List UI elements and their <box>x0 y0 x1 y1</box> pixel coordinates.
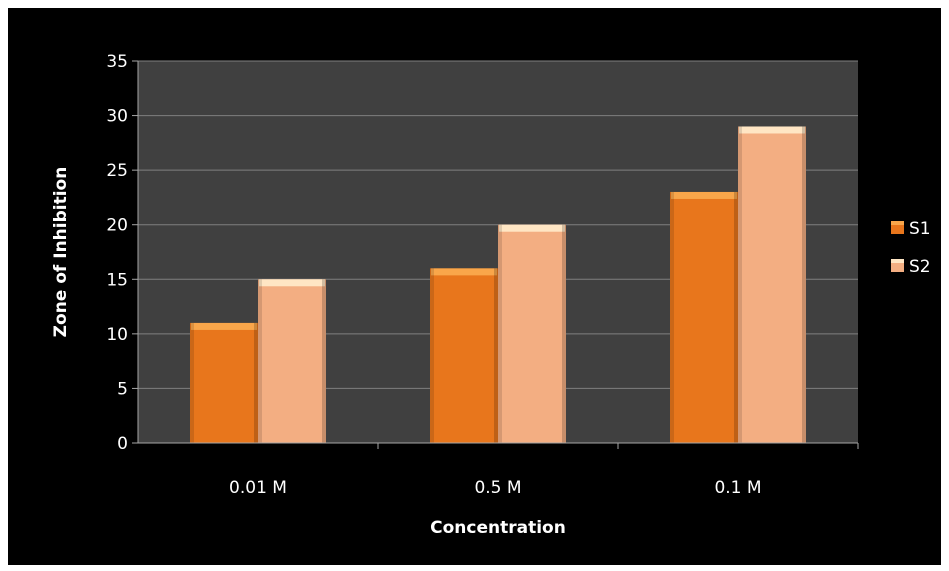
bar-s1 <box>190 322 258 443</box>
chart-frame: 0 5 10 15 20 25 30 35 0.01 M 0.5 M 0.1 M Zone of … <box>8 8 941 565</box>
x-tick-labels: 0.01 M 0.5 M 0.1 M <box>229 478 762 498</box>
axes <box>137 61 859 449</box>
bar-right-shade <box>802 126 806 443</box>
y-tick-label: 25 <box>106 161 128 181</box>
y-tick-label: 15 <box>106 270 128 290</box>
bar-left-shade <box>670 191 674 443</box>
y-axis-title: Zone of Inhibition <box>51 167 71 338</box>
y-tick-label: 5 <box>117 379 128 399</box>
x-tick-label: 0.5 M <box>474 478 521 498</box>
bar-left-shade <box>430 268 434 443</box>
legend: S1 S2 <box>891 219 931 277</box>
legend-label-s2: S2 <box>909 257 931 277</box>
bar-right-shade <box>494 268 498 443</box>
legend-label-s1: S1 <box>909 219 931 239</box>
bar-top-highlight <box>191 322 257 330</box>
y-tick-label: 0 <box>117 434 128 454</box>
legend-swatch-highlight <box>891 259 904 263</box>
bar-left-shade <box>498 224 502 443</box>
bar-top-highlight <box>671 191 737 199</box>
bar-left-shade <box>738 126 742 443</box>
bar-chart: 0 5 10 15 20 25 30 35 0.01 M 0.5 M 0.1 M Zone of … <box>51 52 931 538</box>
bar-right-shade <box>322 279 326 443</box>
bar-s1 <box>670 191 738 443</box>
bar-left-shade <box>190 322 194 443</box>
bar-s1 <box>430 268 498 443</box>
bar-top-highlight <box>259 279 325 287</box>
y-tick-labels: 0 5 10 15 20 25 30 35 <box>106 52 128 454</box>
y-tick-label: 35 <box>106 52 128 72</box>
bar-top-highlight <box>739 126 805 134</box>
y-tick-label: 20 <box>106 216 128 236</box>
y-tick-label: 10 <box>106 325 128 345</box>
bar-top-highlight <box>499 224 565 232</box>
bar-left-shade <box>258 279 262 443</box>
bar-s2 <box>498 224 566 443</box>
bar-right-shade <box>734 191 738 443</box>
legend-swatch-highlight <box>891 221 904 225</box>
bars <box>190 126 806 443</box>
bar-right-shade <box>562 224 566 443</box>
bar-right-shade <box>254 322 258 443</box>
bar-s2 <box>738 126 806 443</box>
x-axis-title: Concentration <box>430 518 566 538</box>
x-tick-label: 0.01 M <box>229 478 287 498</box>
y-tick-label: 30 <box>106 107 128 127</box>
bar-top-highlight <box>431 268 497 276</box>
bar-s2 <box>258 279 326 443</box>
x-tick-label: 0.1 M <box>714 478 761 498</box>
